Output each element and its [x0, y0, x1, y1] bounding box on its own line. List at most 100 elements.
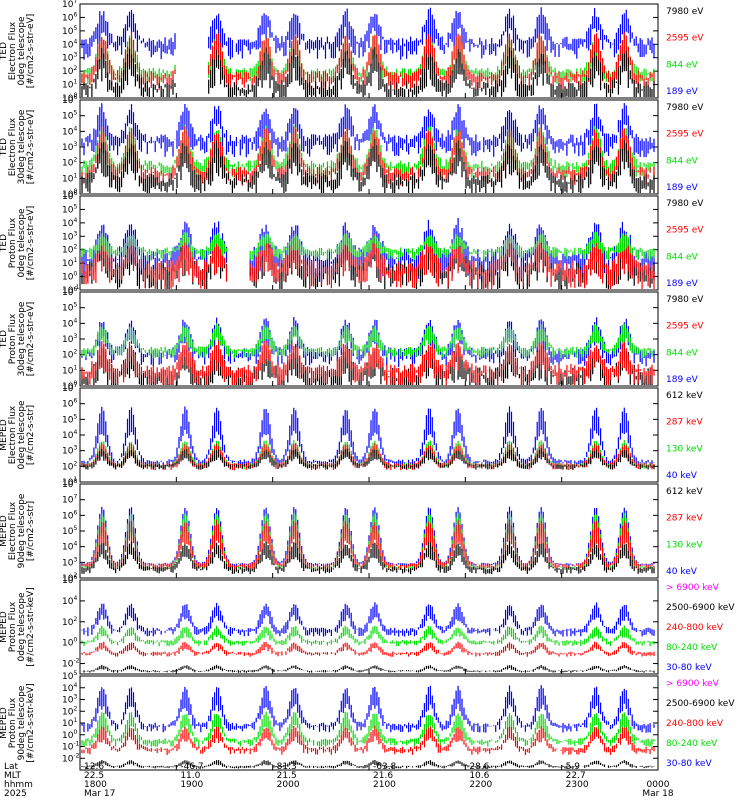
legend-entry: 844 eV — [666, 156, 699, 166]
series-844-ev — [81, 323, 655, 359]
x-col-hhmm: 0000 — [647, 780, 670, 790]
legend-entry: 2500-6900 keV — [666, 699, 735, 709]
y-axis-label-line: [#/cm2-s-str-keV] — [26, 587, 36, 666]
y-tick-label: 104 — [62, 595, 77, 607]
y-tick-label: 102 — [62, 157, 77, 169]
legend-entry: 189 eV — [666, 183, 699, 193]
y-axis-label-line: [#/cm2-s-str-eV] — [26, 302, 36, 377]
panel-frame — [79, 579, 659, 675]
y-axis-label: MEPEDProton Flux0deg telescope[#/cm2-s-s… — [0, 587, 36, 666]
series-612-kev — [81, 448, 655, 470]
y-axis-label: MEPEDElectron Flux0deg telescope[#/cm2-s… — [0, 400, 36, 470]
x-col-hhmm: 1900 — [180, 780, 203, 790]
y-axis-label-line: MEPED — [0, 611, 9, 643]
series-130-kev — [81, 512, 655, 570]
legend-entry: 7980 eV — [666, 199, 704, 209]
y-axis-label: TEDProton Flux0deg telescope[#/cm2-s-str… — [0, 206, 36, 281]
y-tick-label: 106 — [62, 509, 77, 521]
y-tick-label: 104 — [62, 217, 77, 229]
y-tick-label: 106 — [62, 398, 77, 410]
y-axis-label-line: [#/cm2-s-str-eV] — [26, 110, 36, 185]
legend-entry: 240-800 keV — [666, 623, 724, 633]
y-axis-label: MEPEDProton Flux90deg telescope[#/cm2-s-… — [0, 683, 36, 762]
series-2595-ev — [81, 31, 655, 91]
legend-entry: 612 keV — [666, 391, 703, 401]
series-2595-ev — [81, 126, 655, 187]
legend-entry: 80-240 keV — [666, 739, 718, 749]
legend-entry: > 6900 keV — [666, 679, 720, 689]
panel-frame — [79, 675, 659, 771]
y-axis-label-line: 0deg telescope — [17, 400, 27, 470]
y-axis-label-line: 90deg telescope — [17, 685, 27, 760]
y-axis-label-line: 0deg telescope — [17, 208, 27, 278]
series-844-ev — [81, 34, 655, 85]
y-tick-label: 102 — [62, 616, 77, 628]
x-col-mlt: 10.6 — [469, 771, 489, 781]
x-col-mlt: 22.5 — [84, 771, 104, 781]
y-tick-label: 105 — [62, 302, 77, 314]
series-2500-6900-kev — [81, 664, 655, 673]
y-axis-label: TEDElectron Flux0deg telescope[#/cm2-s-s… — [0, 14, 36, 89]
y-tick-label: 100 — [62, 729, 77, 741]
y-tick-label: 104 — [62, 429, 77, 441]
series-2595-ev — [81, 233, 655, 289]
series-189-ev — [81, 218, 655, 282]
x-col-date: Mar 18 — [642, 789, 674, 799]
series-80-240-kev — [81, 711, 655, 747]
y-tick-label: 102 — [62, 705, 77, 717]
legend-entry: 2595 eV — [666, 322, 704, 332]
series-2500-6900-kev — [81, 760, 655, 769]
y-tick-label: 105 — [62, 110, 77, 122]
series-30-80-kev — [81, 685, 655, 733]
legend-entry: 7980 eV — [666, 7, 704, 17]
x-col-lat: -46.7 — [180, 762, 203, 772]
y-tick-label: 102 — [62, 244, 77, 256]
legend-entry: 612 keV — [666, 487, 703, 497]
legend-entry: 189 eV — [666, 279, 699, 289]
y-tick-label: 106 — [62, 94, 77, 106]
series-7980-ev — [81, 343, 653, 385]
x-row-label: Lat — [4, 762, 19, 772]
y-axis-label-line: Electron Flux — [8, 21, 18, 80]
y-axis-label-line: Proton Flux — [8, 697, 18, 748]
series-30-80-kev — [81, 602, 655, 637]
x-col-lat: 28.6 — [469, 762, 489, 772]
y-tick-label: 105 — [62, 25, 77, 37]
legend-entry: 844 eV — [666, 252, 699, 262]
y-axis-label-line: [#/cm2-s-str] — [26, 405, 36, 465]
y-tick-label: 10-2 — [62, 752, 80, 764]
y-tick-label: 101 — [62, 79, 77, 91]
x-col-mlt: 11.0 — [180, 771, 200, 781]
x-col-mlt: 22.7 — [566, 771, 586, 781]
legend-entry: 2595 eV — [666, 130, 704, 140]
x-col-mlt: 21.5 — [277, 771, 297, 781]
y-tick-label: 105 — [62, 525, 77, 537]
y-tick-label: 101 — [62, 364, 77, 376]
legend-entry: 844 eV — [666, 60, 699, 70]
y-axis-label-line: [#/cm2-s-str-eV] — [26, 206, 36, 281]
x-col-hhmm: 2100 — [373, 780, 396, 790]
legend-entry: 2500-6900 keV — [666, 603, 735, 613]
legend-entry: 80-240 keV — [666, 643, 718, 653]
y-axis-label-line: TED — [0, 42, 9, 61]
x-col-lat: 81.3 — [277, 762, 297, 772]
y-tick-label: 10-1 — [62, 741, 80, 753]
y-axis-label-line: Electron Flux — [8, 405, 18, 464]
series-40-kev — [81, 506, 655, 567]
legend-entry: 189 eV — [666, 375, 699, 385]
series-189-ev — [81, 317, 655, 368]
y-tick-label: 101 — [62, 257, 77, 269]
y-axis-label-line: 30deg telescope — [17, 301, 27, 376]
legend-entry: 30-80 keV — [666, 663, 712, 673]
y-tick-label: 106 — [62, 286, 77, 298]
x-col-hhmm: 1800 — [84, 780, 107, 790]
y-axis-label-line: MEPED — [0, 419, 9, 451]
y-tick-label: 105 — [62, 203, 77, 215]
y-axis-label-line: MEPED — [0, 515, 9, 547]
y-axis-label-line: TED — [0, 234, 9, 253]
